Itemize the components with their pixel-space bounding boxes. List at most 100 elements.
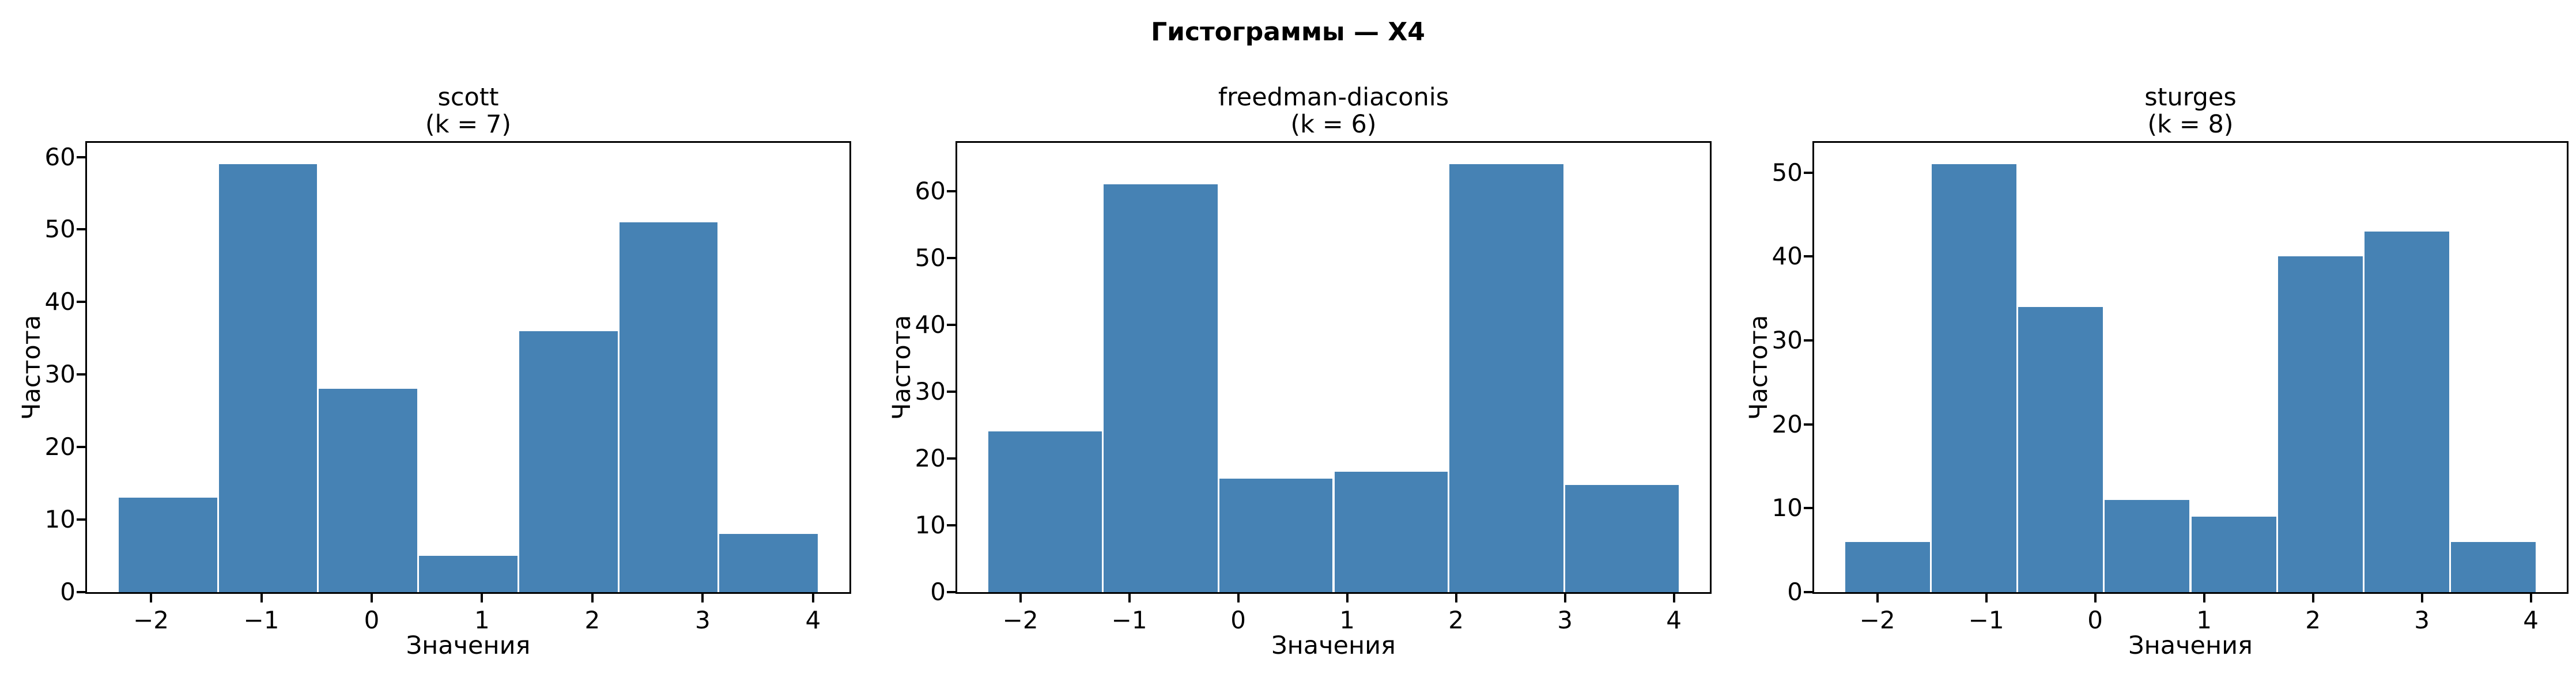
x-tick-mark [2311,594,2314,602]
x-tick-mark [150,594,153,602]
y-tick-label: 10 [44,505,75,534]
x-tick-label: −2 [1859,606,1895,634]
x-tick-label: −2 [133,606,169,634]
histogram-bar [2105,499,2190,592]
y-tick-label: 0 [1787,578,1803,606]
histogram-bar [1334,472,1448,592]
y-tick-label: 20 [1772,410,1803,438]
x-tick-label: 4 [805,606,821,634]
y-tick-label: 10 [915,510,946,539]
bin-count-label: (k = 6) [1290,110,1377,139]
histogram-bar [2277,256,2363,592]
y-tick-label: 30 [44,360,75,389]
histogram-bar [1932,164,2017,592]
bin-count-label: (k = 8) [2147,110,2234,139]
subplot-title: scott (k = 7) [85,84,851,138]
y-tick-mark [77,591,85,593]
plot-area: −2 −1 0 1 2 3 4 0 10 20 30 40 50 [1772,141,2569,634]
x-tick-mark [370,594,373,602]
x-tick-mark [1563,594,1566,602]
x-tick-mark [811,594,814,602]
histogram-bar [988,431,1102,592]
plot-area: −2 −1 0 1 2 3 4 0 10 20 30 40 50 60 [915,141,1712,634]
y-tick-mark [1804,591,1812,593]
y-tick-mark [77,373,85,376]
y-tick-label: 20 [915,444,946,472]
x-tick-label: 1 [2196,606,2212,634]
y-tick-label: 10 [1772,494,1803,522]
histogram-bar [619,222,718,592]
y-tick-label: 20 [44,433,75,461]
y-tick-mark [77,156,85,158]
y-tick-mark [1804,423,1812,426]
y-tick-mark [947,591,955,593]
y-tick-label: 60 [44,142,75,171]
y-tick-mark [1804,255,1812,258]
y-tick-mark [1804,507,1812,510]
subplot-freedman-diaconis: freedman-diaconis (k = 6) Частота −2 −1 0 1… [870,0,1727,686]
y-tick-mark [947,256,955,259]
x-tick-label: −1 [1968,606,2004,634]
x-axis-label: Значения [406,631,531,660]
y-tick-label: 0 [930,578,946,606]
y-tick-mark [77,228,85,231]
histogram-bar [519,331,618,592]
method-name: sturges [2144,83,2237,112]
y-tick-label: 40 [1772,242,1803,271]
method-name: freedman-diaconis [1218,83,1449,112]
y-tick-mark [947,390,955,393]
plot-area: −2 −1 0 1 2 3 4 0 10 20 30 40 50 60 [45,141,851,634]
x-tick-label: 2 [1448,606,1464,634]
y-tick-label: 30 [1772,326,1803,355]
histogram-bar [1845,541,1931,592]
y-tick-label: 30 [915,377,946,405]
histogram-bar [2364,231,2449,592]
y-tick-mark [1804,171,1812,174]
bin-count-label: (k = 7) [425,110,512,139]
x-tick-mark [1672,594,1675,602]
histogram-bar [719,534,818,592]
y-tick-label: 50 [915,243,946,272]
y-tick-label: 40 [44,287,75,316]
y-tick-mark [947,524,955,526]
x-tick-label: 3 [694,606,711,634]
x-tick-label: 2 [584,606,600,634]
histogram-bar [319,389,418,592]
y-tick-label: 40 [915,310,946,339]
histogram-bar [2018,306,2103,592]
y-tick-mark [947,457,955,460]
figure-title: Гистограммы — X4 [1151,17,1425,47]
histogram-bar [119,498,217,592]
y-tick-mark [1804,339,1812,342]
x-axis-label: Значения [2128,631,2253,660]
histogram-bar [1449,164,1563,592]
y-tick-label: 60 [915,176,946,205]
x-axis-label: Значения [1271,631,1396,660]
x-tick-mark [2203,594,2205,602]
subplot-scott: scott (k = 7) Частота −2 −1 0 1 2 3 4 0 10 20 30 40… [0,0,864,686]
x-tick-mark [1455,594,1457,602]
x-tick-mark [1876,594,1879,602]
x-tick-label: 2 [2305,606,2321,634]
x-tick-label: 1 [1339,606,1355,634]
x-tick-label: 3 [1557,606,1573,634]
y-tick-mark [947,323,955,326]
method-name: scott [437,83,499,112]
y-tick-mark [77,446,85,449]
y-tick-mark [77,518,85,521]
histogram-bar [1104,184,1218,592]
x-tick-mark [260,594,263,602]
x-tick-mark [1128,594,1131,602]
x-tick-mark [481,594,484,602]
y-tick-mark [77,301,85,304]
x-tick-label: 1 [474,606,490,634]
subplot-title: freedman-diaconis (k = 6) [955,84,1712,138]
x-tick-label: 3 [2414,606,2430,634]
x-tick-label: 0 [364,606,380,634]
y-tick-label: 50 [44,215,75,244]
histogram-bar [1219,478,1333,592]
x-tick-label: 0 [2087,606,2103,634]
histogram-bar [1565,485,1679,592]
y-tick-label: 0 [60,578,75,606]
histogram-bar [2191,516,2276,592]
